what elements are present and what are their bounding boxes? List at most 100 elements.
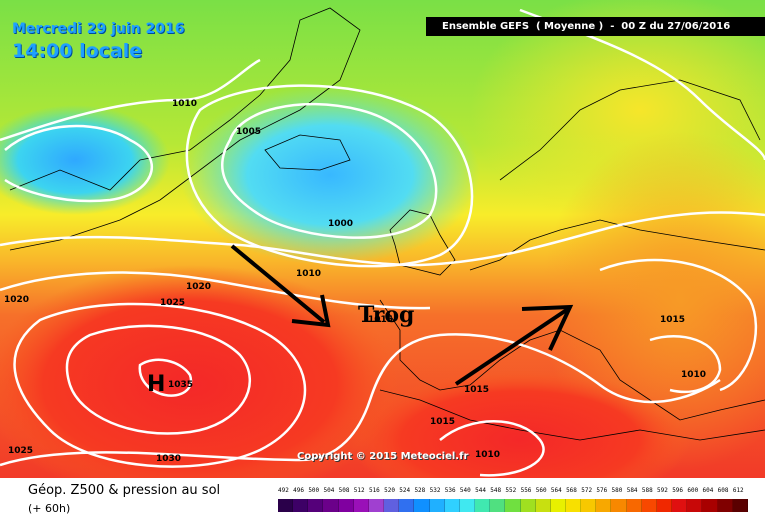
high-azores-zone: [0, 265, 400, 478]
color-scale-tick: 560: [535, 487, 547, 494]
color-scale-tick: 512: [353, 487, 365, 494]
forecast-local-time: 14:00 locale: [12, 40, 143, 62]
isobar-1005-west: [4, 124, 153, 203]
color-scale-swatch: [732, 499, 748, 512]
coast-mediterranean: [379, 299, 765, 421]
color-scale-swatch: [368, 499, 385, 512]
color-scale-tick: 496: [293, 487, 304, 494]
color-scale-swatch: [490, 499, 506, 512]
color-scale-swatch: [505, 499, 521, 512]
isobar-1025-ring: [13, 302, 307, 468]
isobar-label: 1015: [464, 385, 489, 395]
legend-lead-time: (+ 60h): [28, 502, 71, 515]
legend-title: Géop. Z500 & pression au sol: [28, 483, 221, 498]
coast-north-sea-baltic: [469, 219, 765, 271]
arrow-northwest-shaft: [230, 244, 326, 324]
isobar-1015-south: [0, 333, 721, 467]
isobar-label: 1035: [168, 380, 193, 390]
coast-british-isles: [389, 209, 456, 276]
isobar-label: 1020: [186, 282, 211, 292]
isobars: [0, 8, 765, 477]
weather-map: 1010 1005 1000 1010 1020 1025 1020 1015 …: [0, 0, 765, 478]
color-scale-swatch: [384, 499, 400, 512]
color-scale-swatch: [444, 499, 460, 512]
color-scale-tick: 492: [278, 487, 289, 494]
color-scale-tick: 540: [459, 487, 471, 494]
color-scale-swatch: [565, 499, 582, 512]
color-scale-swatch: [414, 499, 430, 512]
color-scale-tick: 516: [368, 487, 380, 494]
isobar-label: 1015: [368, 315, 393, 325]
isobar-label: 1000: [328, 219, 353, 229]
color-scale-tick: 612: [732, 487, 744, 494]
color-scale-swatch: [475, 499, 491, 512]
color-scale-tick: 604: [702, 487, 714, 494]
isobar-1010-north: [0, 58, 261, 142]
isobar-label: 1010: [296, 269, 321, 279]
color-scale-swatch: [353, 499, 369, 512]
color-scale-tick: 564: [550, 487, 562, 494]
coastlines: [9, 7, 765, 441]
color-scale-tick: 592: [657, 487, 668, 494]
high-north-africa-zone: [350, 370, 690, 478]
color-scale-swatch: [399, 499, 415, 512]
model-run-info: Ensemble GEFS ( Moyenne ) - 00 Z du 27/0…: [426, 17, 765, 36]
isobar-label: 1005: [236, 127, 261, 137]
color-scale-tick: 500: [308, 487, 320, 494]
isobar-1000-center: [221, 102, 438, 239]
isobar-1035-ring: [138, 358, 193, 397]
arrow-southeast-shaft: [454, 307, 570, 386]
color-scale-swatch: [656, 499, 673, 512]
color-scale-swatch: [611, 499, 627, 512]
color-scale-tick: 552: [505, 487, 517, 494]
isobar-label: 1010: [681, 370, 706, 380]
color-scale-tick: 568: [566, 487, 577, 494]
isobar-label: 1010: [172, 99, 197, 109]
isobar-label: 1020: [4, 295, 29, 305]
isobar-label: 1015: [430, 417, 455, 427]
isobar-label: 1015: [660, 315, 685, 325]
map-canvas: 1010 1005 1000 1010 1020 1025 1020 1015 …: [0, 0, 765, 478]
color-scale-tick: 532: [429, 487, 441, 494]
copyright-notice: Copyright © 2015 Meteociel.fr: [297, 451, 469, 462]
color-scale-tick: 608: [717, 487, 729, 494]
forecast-date: Mercredi 29 juin 2016: [12, 21, 185, 37]
color-scale-swatch: [626, 499, 642, 512]
color-scale-swatch: [308, 499, 324, 512]
color-scale-swatch: [550, 499, 566, 512]
low-atlantic-zone: [180, 85, 480, 265]
color-scale-swatch: [520, 499, 536, 512]
color-scale-tick: 556: [520, 487, 532, 494]
arrow-northwest-head: [291, 294, 331, 328]
color-scale-tick: 544: [475, 487, 486, 494]
color-scale-tick: 524: [399, 487, 411, 494]
isobar-label: 1025: [8, 446, 33, 456]
color-scale-tick: 536: [444, 487, 456, 494]
color-scale-swatch: [596, 499, 612, 512]
coast-greenland: [9, 7, 361, 251]
color-scale-tick: 504: [323, 487, 335, 494]
color-scale-swatch: [338, 499, 354, 512]
color-scale-swatch: [641, 499, 657, 512]
isobar-1015-east: [599, 258, 758, 392]
low-canada-zone: [0, 105, 170, 215]
isobar-1030-ring: [65, 324, 252, 435]
color-scale-swatch: [323, 499, 339, 512]
color-scale-tick: 576: [596, 487, 608, 494]
isobar-labels: 1010 1005 1000 1010 1020 1025 1020 1015 …: [4, 99, 706, 464]
color-scale-tick: 580: [611, 487, 623, 494]
coast-north-africa: [379, 389, 765, 441]
color-scale-tick: 588: [641, 487, 653, 494]
color-scale-swatch: [459, 499, 476, 512]
coast-scandinavia: [499, 79, 761, 181]
color-scale-tick: 584: [626, 487, 638, 494]
color-scale-tick: 548: [490, 487, 502, 494]
color-scale-swatch: [672, 499, 688, 512]
high-pressure-label: H: [147, 372, 165, 397]
isobar-label: 1010: [475, 450, 500, 460]
color-scale-swatch: [581, 499, 597, 512]
isobar-1020: [0, 271, 431, 310]
arrow-southeast-head: [521, 304, 574, 351]
color-scale-swatch: [293, 499, 309, 512]
color-scale-labels: 492 496 500 504 508 512 516 520 524 528 532 536 540 5…: [278, 487, 748, 497]
